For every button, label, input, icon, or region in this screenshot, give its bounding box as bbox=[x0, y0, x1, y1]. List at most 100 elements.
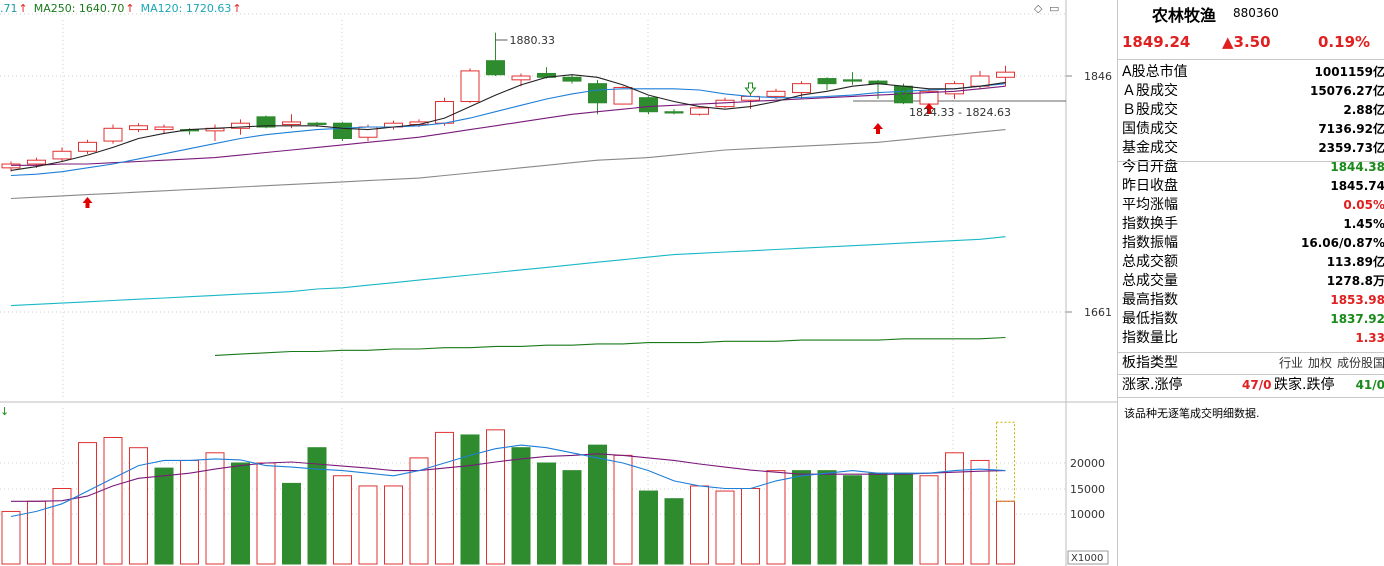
up-count-label: 涨家.涨停 bbox=[1122, 377, 1183, 393]
stat-value: 1.45% bbox=[1343, 217, 1384, 231]
candle-body bbox=[613, 86, 633, 105]
sell-signal-icon bbox=[744, 82, 757, 95]
ma250-arrow: ↑ bbox=[125, 2, 135, 15]
volume-bar bbox=[231, 462, 250, 565]
index-code: 880360 bbox=[1233, 6, 1279, 20]
volume-bar bbox=[588, 444, 607, 565]
stat-value: 1278.8万 bbox=[1326, 274, 1384, 288]
tag-weighted[interactable]: 加权 bbox=[1307, 356, 1332, 370]
volume-bar bbox=[613, 454, 633, 565]
index-type-tags: 行业 加权 成份股国 bbox=[1274, 354, 1384, 373]
vol-unit-box bbox=[1067, 550, 1109, 565]
vol-axis-label: 10000 bbox=[1070, 508, 1105, 521]
volume-bar bbox=[741, 488, 760, 565]
buy-signal-icon bbox=[924, 103, 934, 114]
ma120-arrow: ↑ bbox=[232, 2, 242, 15]
stat-row: 总成交额 113.89亿 bbox=[1118, 253, 1384, 272]
volume-bar bbox=[1, 510, 21, 565]
index-type-label: 板指类型 bbox=[1122, 355, 1178, 371]
panel-divider bbox=[1118, 352, 1384, 353]
stat-value: 2359.73亿 bbox=[1318, 141, 1384, 155]
volume-bar bbox=[103, 437, 123, 565]
stat-row: 基金成交 2359.73亿 bbox=[1118, 139, 1384, 158]
candle-body bbox=[588, 83, 607, 104]
candle-body bbox=[78, 141, 97, 152]
candle-body bbox=[486, 60, 505, 76]
vol-unit-label: X1000 bbox=[1071, 553, 1103, 564]
stat-value: 1844.38 bbox=[1330, 160, 1384, 174]
diamond-icon[interactable]: ◇ bbox=[1034, 2, 1043, 15]
chart-area[interactable]: 1846 1661 20000 15000 10000 X1000 ↓ 1880.33 1824… bbox=[0, 0, 1117, 566]
stat-value: 1837.92 bbox=[1330, 312, 1384, 326]
ma-legend-arrow: ↑ bbox=[18, 2, 28, 15]
candle-body bbox=[154, 126, 174, 131]
volume-bar bbox=[435, 431, 454, 565]
volume-bar bbox=[817, 470, 837, 565]
volume-bar bbox=[715, 490, 735, 565]
volume-bar bbox=[868, 472, 888, 565]
restore-window-icon[interactable]: ▭ bbox=[1049, 2, 1060, 15]
candle-body bbox=[511, 75, 531, 81]
stat-value: 1845.74 bbox=[1330, 179, 1384, 193]
ma-legend: .71↑ MA250: 1640.70↑ MA120: 1720.63↑ bbox=[0, 0, 248, 18]
volume-bar bbox=[664, 498, 684, 565]
ma20-line bbox=[11, 85, 1006, 166]
volume-ma-short-line bbox=[10, 444, 1006, 518]
volume-bar bbox=[460, 434, 480, 565]
stat-row: 最高指数 1853.98 bbox=[1118, 291, 1384, 310]
vol-axis-label: 15000 bbox=[1070, 483, 1105, 496]
volume-bar bbox=[154, 467, 174, 565]
axis-label-lower: 1661 bbox=[1084, 306, 1112, 319]
stat-value: 113.89亿 bbox=[1326, 255, 1384, 269]
stat-label: 指数换手 bbox=[1122, 216, 1178, 232]
tag-industry[interactable]: 行业 bbox=[1278, 356, 1303, 370]
stat-value: 16.06/0.87% bbox=[1301, 236, 1384, 250]
volume-bar bbox=[894, 472, 913, 565]
stat-row: 平均涨幅 0.05% bbox=[1118, 196, 1384, 215]
index-type-row: 板指类型 行业 加权 成份股国 bbox=[1118, 354, 1384, 373]
ma250-line bbox=[214, 336, 1006, 356]
stat-row: 指数量比 1.33 bbox=[1118, 329, 1384, 348]
stat-value: 1853.98 bbox=[1330, 293, 1384, 307]
candle-body bbox=[843, 79, 862, 82]
high-price-label: 1880.33 bbox=[510, 34, 556, 47]
volume-bar bbox=[792, 470, 811, 565]
stat-label: 最低指数 bbox=[1122, 311, 1178, 327]
volume-bar bbox=[282, 482, 301, 565]
current-price: 1849.24 bbox=[1122, 33, 1191, 51]
stat-label: 指数振幅 bbox=[1122, 235, 1178, 251]
candle-body bbox=[1, 163, 21, 169]
ma-legend-prev: .71 bbox=[0, 2, 18, 15]
candle-body bbox=[639, 97, 658, 113]
buy-signal-icon bbox=[873, 123, 883, 134]
stat-value: 2.88亿 bbox=[1343, 103, 1384, 117]
no-tick-data-note: 该品种无逐笔成交明细数据. bbox=[1124, 407, 1260, 420]
volume-ma-long-line bbox=[11, 453, 1006, 502]
stat-label: Ａ股成交 bbox=[1122, 83, 1178, 99]
volume-bar bbox=[843, 475, 862, 565]
quote-panel: 农林牧渔 880360 1849.24 ▲3.50 0.19% A股总市值 100… bbox=[1117, 0, 1384, 566]
volume-bar bbox=[511, 447, 531, 565]
ma120-line bbox=[10, 236, 1006, 307]
ma250-legend: MA250: 1640.70 bbox=[33, 2, 125, 15]
stat-value: 0.05% bbox=[1343, 198, 1384, 212]
stat-value: 1001159亿 bbox=[1314, 65, 1384, 79]
volume-bar bbox=[690, 485, 709, 565]
volume-bar bbox=[409, 457, 429, 565]
candle-body bbox=[460, 70, 480, 103]
tag-constituents[interactable]: 成份股国 bbox=[1336, 356, 1384, 370]
volume-bar bbox=[996, 500, 1015, 565]
candle-body bbox=[307, 122, 327, 125]
vol-axis-label: 20000 bbox=[1070, 457, 1105, 470]
candle-body bbox=[256, 116, 276, 128]
volume-bar bbox=[333, 475, 352, 565]
stat-row: 最低指数 1837.92 bbox=[1118, 310, 1384, 329]
sell-signal-icon bbox=[897, 88, 910, 101]
volume-bar bbox=[970, 459, 990, 565]
stat-row: Ａ股成交 15076.27亿 bbox=[1118, 82, 1384, 101]
stat-row: A股总市值 1001159亿 bbox=[1118, 63, 1384, 82]
kline-chart[interactable]: 1846 1661 20000 15000 10000 X1000 ↓ 1880.33 1824… bbox=[0, 0, 1117, 566]
volume-bar bbox=[78, 442, 97, 565]
updown-row: 涨家.涨停 47/0 跌家.跌停 41/0 bbox=[1118, 376, 1384, 395]
volume-bar bbox=[537, 462, 556, 565]
